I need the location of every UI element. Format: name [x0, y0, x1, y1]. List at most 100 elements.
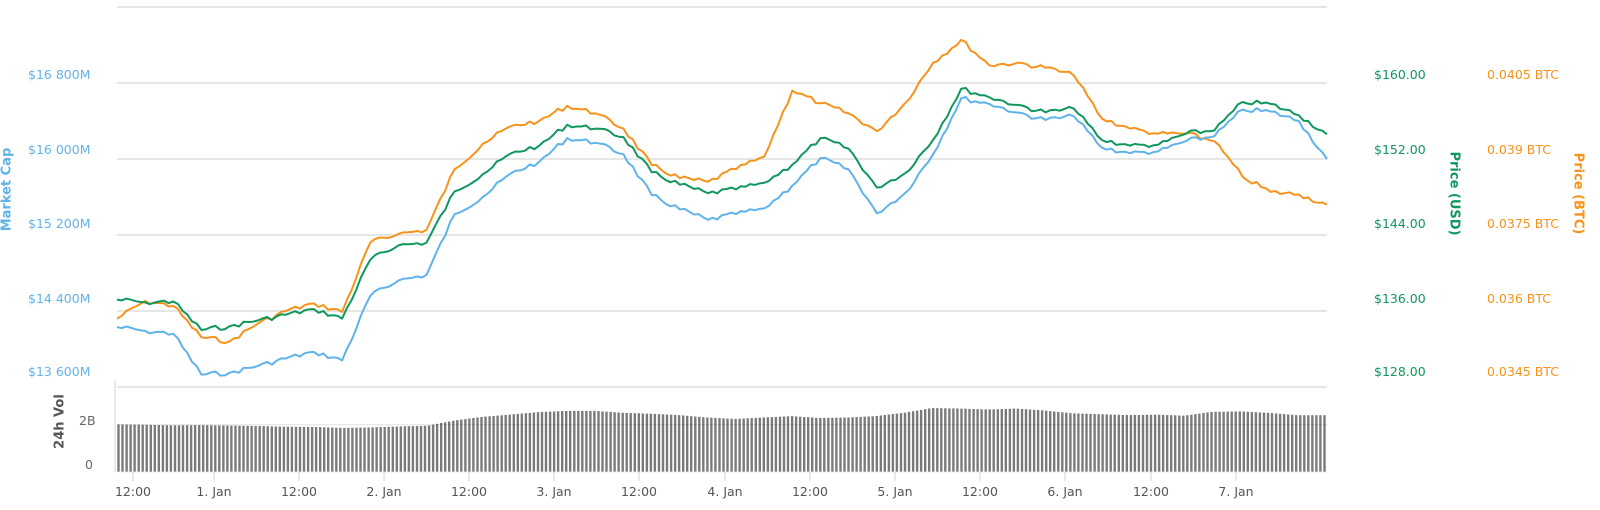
volume-bar: [249, 425, 254, 473]
volume-bar: [705, 416, 710, 473]
volume-bar: [1233, 410, 1238, 473]
volume-bar: [495, 414, 500, 473]
volume-bar: [503, 414, 508, 473]
volume-bar: [1205, 411, 1210, 473]
volume-bar: [1092, 413, 1097, 473]
volume-bar: [475, 416, 480, 473]
volume-bar: [366, 426, 371, 473]
volume-bar: [806, 416, 811, 473]
volume-bar: [939, 407, 944, 473]
volume-bar: [826, 417, 831, 473]
volume-bar: [1012, 407, 1016, 473]
volume-bar: [850, 416, 855, 473]
x-axis-tick-label: 12:00: [961, 484, 999, 499]
volume-bar: [1270, 412, 1274, 473]
price-usd-line[interactable]: [116, 87, 1328, 331]
volume-bar: [1080, 412, 1085, 473]
volume-bar: [733, 418, 738, 473]
volume-tick: 2B: [79, 413, 96, 428]
market-cap-line[interactable]: [116, 96, 1328, 377]
volume-bar: [491, 415, 496, 473]
volume-bar: [467, 417, 472, 473]
volume-bar: [814, 417, 819, 473]
volume-bar: [161, 424, 165, 473]
volume-bar: [1189, 414, 1194, 473]
volume-bar: [165, 424, 169, 473]
volume-bar: [277, 425, 282, 473]
volume-bar: [846, 416, 851, 473]
volume-bar: [636, 412, 641, 473]
volume-bar: [487, 415, 492, 473]
volume-bar: [665, 413, 669, 473]
volume-bar: [149, 424, 153, 473]
volume-bar: [346, 427, 351, 473]
volume-bar: [439, 422, 444, 473]
volume-bar: [620, 412, 625, 473]
volume-bar: [314, 426, 318, 473]
volume-bar: [1068, 412, 1073, 473]
volume-bar: [568, 410, 573, 473]
volume-bar: [1322, 414, 1327, 473]
volume-bar: [1266, 412, 1270, 473]
volume-bar: [999, 408, 1004, 473]
volume-bar: [935, 407, 940, 473]
volume-bar: [1258, 411, 1262, 473]
volume-bar: [608, 411, 613, 473]
volume-bar: [318, 426, 323, 473]
volume-bar: [1298, 414, 1303, 473]
volume-bar: [322, 426, 327, 473]
price-btc-line[interactable]: [116, 38, 1328, 345]
volume-bar: [1153, 414, 1157, 473]
volume-bar: [459, 418, 464, 473]
volume-bar: [975, 408, 980, 473]
volume-bar: [689, 415, 694, 473]
volume-bar: [415, 425, 419, 473]
market-cap-tick: $13 600M: [28, 364, 91, 379]
volume-bar: [757, 417, 762, 473]
volume-bar: [245, 425, 250, 473]
usd-price-axis-title: Price (USD): [1446, 151, 1462, 236]
volume-bar: [1129, 414, 1133, 473]
volume-bar: [302, 426, 306, 473]
volume-bar: [1024, 408, 1028, 473]
volume-bar: [1225, 410, 1230, 473]
volume-bar: [1137, 414, 1141, 473]
btc-price-tick: 0.0345 BTC: [1487, 364, 1559, 379]
x-axis-tick-label: 12:00: [450, 484, 488, 499]
volume-bar: [951, 407, 956, 473]
volume-bar: [1242, 410, 1246, 473]
volume-bar: [1246, 411, 1250, 473]
volume-bar: [1314, 414, 1319, 473]
volume-bar: [443, 421, 448, 473]
volume-bar: [431, 423, 435, 473]
volume-bar: [588, 410, 593, 473]
volume-bar: [790, 415, 794, 473]
volume-bar: [261, 425, 266, 473]
volume-bar: [1169, 414, 1173, 473]
volume-bar: [524, 412, 528, 473]
volume-bar: [298, 426, 302, 473]
volume-bar: [483, 415, 488, 473]
market-cap-tick: $14 400M: [28, 291, 91, 306]
volume-bar: [451, 420, 456, 473]
volume-bar: [193, 424, 197, 473]
volume-bar: [479, 416, 484, 473]
x-axis-tick-label: 5. Jan: [877, 484, 913, 499]
volume-bar: [721, 417, 726, 473]
volume-bar: [342, 427, 347, 473]
volume-bar: [947, 407, 952, 473]
volume-bar: [386, 426, 391, 473]
volume-bar: [1221, 411, 1226, 473]
volume-bar: [153, 424, 157, 473]
usd-price-tick: $152.00: [1374, 142, 1426, 157]
volume-bar: [419, 425, 423, 473]
volume-bar: [895, 412, 899, 473]
volume-bar: [741, 417, 746, 473]
volume-bar: [1213, 411, 1218, 473]
volume-bar: [1016, 408, 1020, 473]
volume-bar: [624, 412, 629, 473]
volume-bar: [528, 412, 532, 473]
volume-bar: [983, 408, 988, 473]
